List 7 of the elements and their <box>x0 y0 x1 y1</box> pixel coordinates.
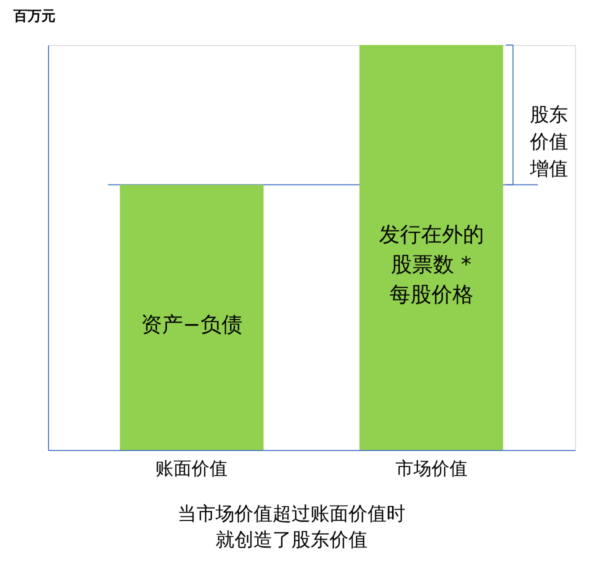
annotation: 股东价值增值 <box>529 104 568 180</box>
x-tick-label: 市场价值 <box>395 458 468 480</box>
text: 当市场价值超过账面价值时就创造了股东价值 <box>178 503 406 551</box>
annotation: 发行在外的股票数 *每股价格 <box>378 222 484 306</box>
annotation: 资产−负债 <box>140 312 243 336</box>
x-tick-label: 账面价值 <box>156 458 228 480</box>
y-axis-title: 百万元 <box>12 8 56 24</box>
